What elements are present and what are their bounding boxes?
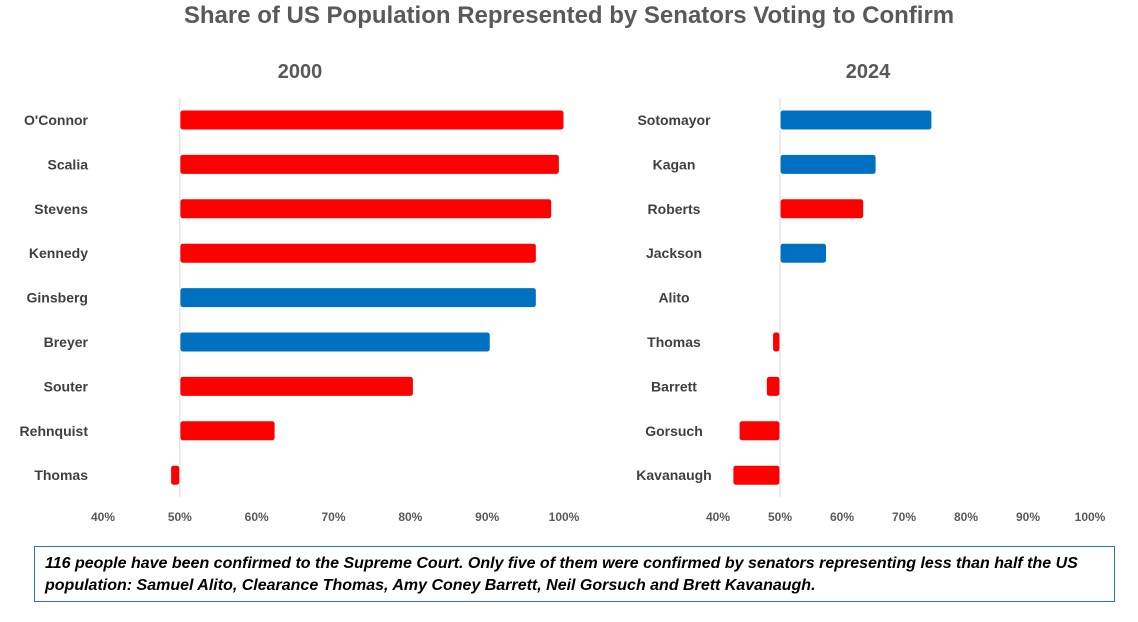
category-label: Alito bbox=[658, 290, 689, 306]
chart-title: Share of US Population Represented by Se… bbox=[183, 2, 955, 29]
bar bbox=[179, 153, 560, 175]
x-tick-label: 70% bbox=[892, 510, 916, 524]
category-label: Gorsuch bbox=[645, 423, 703, 439]
bar bbox=[779, 153, 877, 175]
category-label: Barrett bbox=[651, 378, 697, 394]
x-tick-label: 90% bbox=[475, 510, 499, 524]
bar bbox=[179, 375, 414, 397]
x-tick-label: 50% bbox=[168, 510, 192, 524]
category-label: Kennedy bbox=[29, 245, 88, 261]
bar bbox=[772, 331, 781, 353]
footnote-box: 116 people have been confirmed to the Su… bbox=[34, 546, 1115, 602]
x-tick-label: 100% bbox=[1075, 510, 1106, 524]
x-tick-label: 70% bbox=[321, 510, 345, 524]
chart-canvas: 2000 2024 40% 50% 60% 70% 80% 90% 100% O'Connor… bbox=[20, 61, 1106, 524]
bar bbox=[179, 287, 537, 309]
bar bbox=[765, 375, 781, 397]
category-label: Rehnquist bbox=[20, 423, 89, 439]
x-tick-label: 60% bbox=[830, 510, 854, 524]
category-label: Roberts bbox=[648, 201, 701, 217]
category-label: Jackson bbox=[646, 245, 702, 261]
x-tick-label: 80% bbox=[954, 510, 978, 524]
category-label: Souter bbox=[44, 378, 89, 394]
bar bbox=[779, 109, 933, 131]
category-label: Scalia bbox=[48, 156, 89, 172]
bar bbox=[179, 198, 553, 220]
category-label: Sotomayor bbox=[637, 112, 711, 128]
category-label: Kagan bbox=[653, 156, 696, 172]
bar bbox=[179, 242, 537, 264]
x-tick-label: 80% bbox=[398, 510, 422, 524]
bar bbox=[732, 464, 781, 486]
x-tick-label: 40% bbox=[91, 510, 115, 524]
x-tick-label: 90% bbox=[1016, 510, 1040, 524]
category-label: O'Connor bbox=[24, 112, 89, 128]
category-label: Ginsberg bbox=[27, 290, 88, 306]
bar bbox=[779, 198, 865, 220]
category-label: Kavanaugh bbox=[636, 467, 711, 483]
bar bbox=[170, 464, 181, 486]
bar bbox=[179, 420, 276, 442]
x-tick-label: 50% bbox=[768, 510, 792, 524]
bar bbox=[779, 242, 827, 264]
x-tick-label: 100% bbox=[549, 510, 580, 524]
bar bbox=[179, 109, 565, 131]
bar bbox=[179, 331, 491, 353]
category-label: Breyer bbox=[44, 334, 89, 350]
category-label: Thomas bbox=[34, 467, 88, 483]
category-label: Thomas bbox=[647, 334, 701, 350]
category-label: Stevens bbox=[34, 201, 88, 217]
panel-title-2000: 2000 bbox=[278, 61, 323, 83]
chart-panel-2000: 40% 50% 60% 70% 80% 90% 100% O'Connor Scalia Stev… bbox=[20, 98, 580, 524]
panel-title-2024: 2024 bbox=[846, 61, 891, 83]
x-tick-label: 60% bbox=[245, 510, 269, 524]
chart-panel-2024: 40% 50% 60% 70% 80% 90% 100% Sotomayor Kagan Robe… bbox=[636, 98, 1106, 524]
x-tick-label: 40% bbox=[706, 510, 730, 524]
bar bbox=[738, 420, 781, 442]
